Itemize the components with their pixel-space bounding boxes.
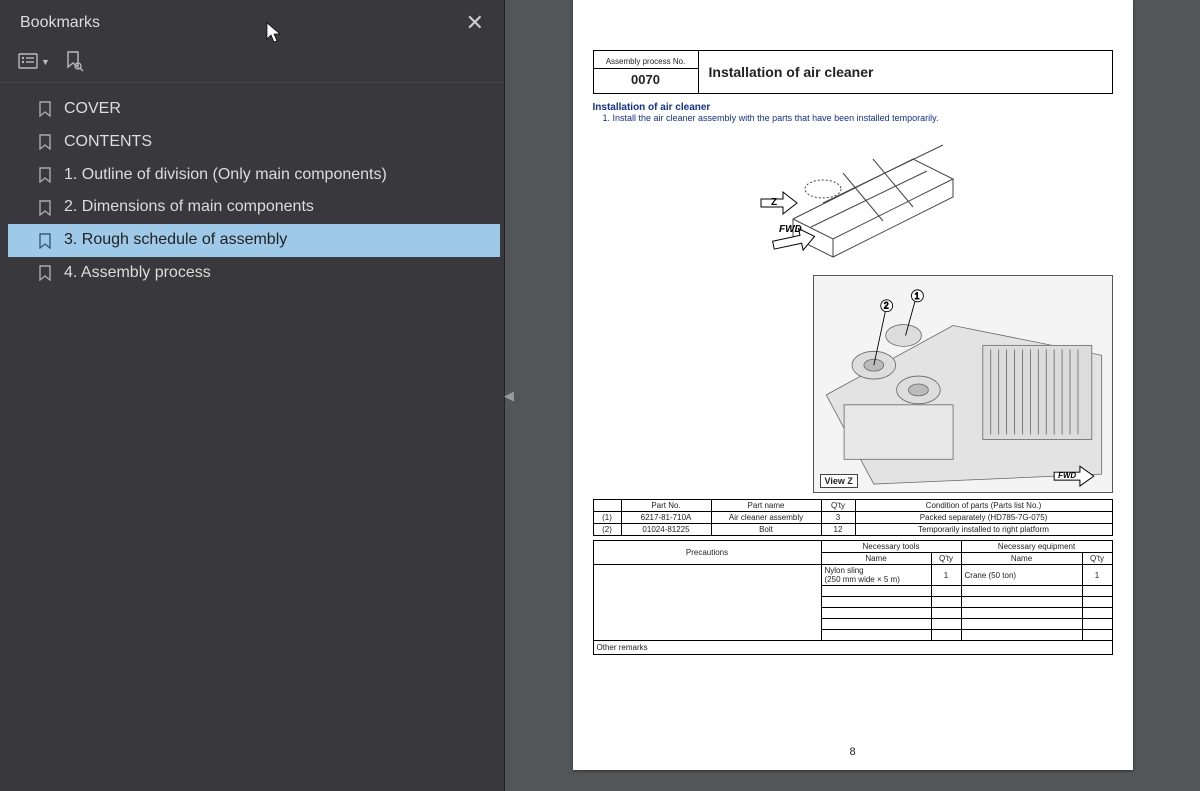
- bookmark-icon: [38, 233, 52, 249]
- precautions-header: Precautions: [593, 541, 821, 565]
- svg-text:1: 1: [914, 291, 919, 301]
- bookmark-icon: [38, 167, 52, 183]
- tools-header: Necessary tools: [821, 541, 961, 553]
- process-no-cell: Assembly process No. 0070: [594, 51, 699, 93]
- title-box: Assembly process No. 0070 Installation o…: [593, 50, 1113, 94]
- bookmark-label: 3. Rough schedule of assembly: [64, 230, 287, 251]
- ribbon-search-icon: [64, 52, 84, 72]
- bookmark-icon: [38, 200, 52, 216]
- bookmark-item[interactable]: COVER: [8, 93, 500, 126]
- bookmark-item[interactable]: 2. Dimensions of main components: [8, 191, 500, 224]
- collapse-handle-icon[interactable]: ◀: [504, 388, 514, 404]
- bookmark-list: COVER CONTENTS 1. Outline of division (Onl…: [0, 83, 504, 300]
- bookmark-icon: [38, 101, 52, 117]
- bookmarks-panel: Bookmarks ✕ ▼ COVER CONTENTS 1. Outline of…: [0, 0, 505, 791]
- z-label: Z: [771, 197, 777, 208]
- document-viewport[interactable]: Assembly process No. 0070 Installation o…: [505, 0, 1200, 791]
- bookmark-item[interactable]: 3. Rough schedule of assembly: [8, 224, 500, 257]
- find-bookmark-button[interactable]: [64, 52, 84, 72]
- page-title: Installation of air cleaner: [699, 51, 1112, 93]
- close-icon[interactable]: ✕: [460, 8, 490, 38]
- proc-no: 0070: [631, 69, 660, 90]
- view-z-label: View Z: [820, 474, 858, 488]
- bookmark-item[interactable]: 1. Outline of division (Only main compon…: [8, 159, 500, 192]
- bookmark-label: 2. Dimensions of main components: [64, 197, 314, 218]
- bookmark-item[interactable]: 4. Assembly process: [8, 257, 500, 290]
- bookmark-label: COVER: [64, 99, 121, 120]
- sidebar-header: Bookmarks ✕: [0, 0, 504, 46]
- list-icon: [18, 52, 38, 72]
- equip-header: Necessary equipment: [961, 541, 1112, 553]
- parts-table: Part No.Part nameQ'tyCondition of parts …: [593, 499, 1113, 536]
- fwd-label: FWD: [779, 224, 802, 235]
- pdf-page: Assembly process No. 0070 Installation o…: [573, 0, 1133, 770]
- bookmark-label: CONTENTS: [64, 132, 152, 153]
- bookmark-label: 1. Outline of division (Only main compon…: [64, 165, 387, 186]
- chevron-down-icon: ▼: [41, 57, 50, 67]
- section-body: 1. Install the air cleaner assembly with…: [603, 113, 1113, 123]
- sidebar-toolbar: ▼: [0, 46, 504, 83]
- svg-text:2: 2: [883, 301, 888, 311]
- bookmark-icon: [38, 265, 52, 281]
- section-title: Installation of air cleaner: [593, 102, 1113, 113]
- options-button[interactable]: ▼: [18, 52, 50, 72]
- bookmark-item[interactable]: CONTENTS: [8, 126, 500, 159]
- precautions-table: Precautions Necessary tools Necessary eq…: [593, 540, 1113, 655]
- proc-label: Assembly process No.: [594, 55, 698, 69]
- bookmark-icon: [38, 134, 52, 150]
- frame-diagram: Z FWD: [593, 129, 1113, 269]
- bookmark-label: 4. Assembly process: [64, 263, 211, 284]
- page-number: 8: [849, 746, 855, 758]
- sidebar-title: Bookmarks: [20, 14, 100, 32]
- svg-text:FWD: FWD: [1058, 471, 1076, 480]
- other-remarks: Other remarks: [593, 641, 1112, 655]
- engine-photo: 2 1 FWD View Z: [813, 275, 1113, 493]
